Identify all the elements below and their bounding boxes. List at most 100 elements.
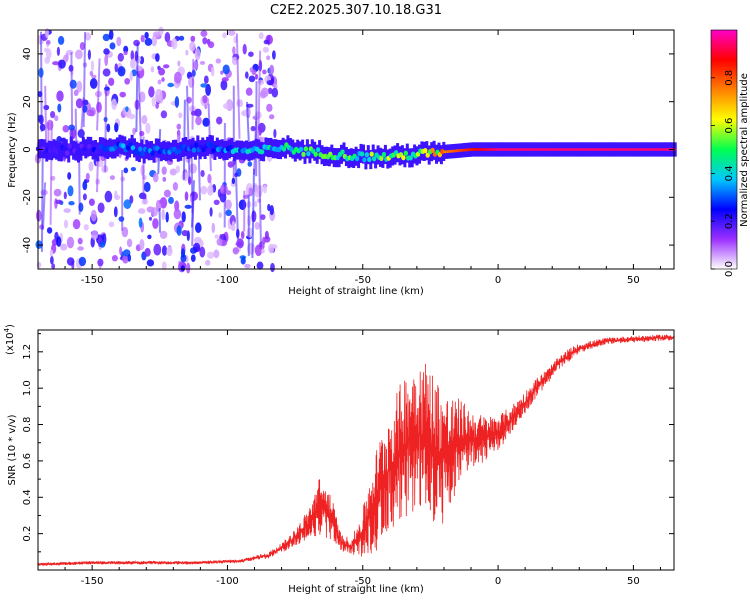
spectrogram-noise-blob [114,122,119,133]
spectrogram-noise-blob [44,47,49,53]
spectrogram-noise-blob [204,104,208,110]
spectrogram-noise-blob [195,222,202,233]
spectrogram-noise-blob [36,209,42,222]
spectrogram-noise-blob [248,187,254,197]
spectrogram-ridge-core [128,141,133,147]
spectrogram-ridge-core [403,150,408,156]
spectrogram-noise-blob [186,262,191,274]
snr-y-tick-label: 0.2 [22,526,33,542]
spectrogram-noise-blob [102,68,111,77]
spectrogram-ridge-core [362,157,367,163]
spectrogram-ridge-core [425,152,430,158]
spectrogram-noise-blob [130,58,136,69]
spectrogram-noise-blob [133,39,141,47]
spectrogram-noise-blob [224,199,232,210]
spectrogram-noise-blob [220,79,228,91]
spectrogram-noise-blob [231,220,236,231]
spectrogram-ridge-core [57,149,63,155]
spectrogram-ridge-core [135,150,141,156]
spectrogram-noise-blob [248,51,254,57]
spectrogram-y-tick-label: -40 [22,237,33,253]
spectrogram-noise-blob [45,27,49,39]
spectrogram-noise-blob [138,217,143,228]
spectrogram-noise-blob [242,43,247,55]
spectrogram-noise-blob [272,50,276,60]
spectrogram-noise-blob [211,222,216,234]
spectrogram-noise-blob [171,38,178,50]
spectrogram-noise-blob [231,56,238,66]
snr-frame [37,329,675,571]
spectrogram-noise-blob [216,238,223,246]
spectrogram-noise-blob [163,64,170,69]
spectrogram-ridge-core [208,142,214,148]
spectrogram-noise-blob [174,200,180,212]
spectrogram-noise-streak [191,59,195,130]
spectrogram-noise-blob [55,199,63,204]
spectrogram-noise-blob [88,161,94,172]
spectrogram-noise-blob [90,60,95,72]
spectrogram-noise-blob [146,259,155,267]
spectrogram-noise-blob [53,188,62,197]
spectrogram-noise-blob [178,35,185,41]
spectrogram-noise-blob [161,77,165,82]
spectrogram-noise-blob [138,91,146,103]
spectrogram-noise-blob [185,49,189,56]
spectrogram-noise-blob [193,242,201,252]
spectrogram-noise-blob [88,198,95,206]
spectrogram-noise-blob [103,48,110,55]
snr-y-tick-label: 0.6 [22,453,33,469]
spectrogram-noise-blob [109,42,116,50]
spectrogram-noise-blob [50,111,56,119]
spectrogram-noise-blob [138,208,144,214]
colorbar-tick-label: 0.0 [724,261,735,277]
spectrogram-noise-blob [123,51,128,56]
spectrogram-noise-blob [268,243,275,254]
spectrogram-noise-blob [205,259,211,266]
spectrogram-x-tick-label: 50 [627,275,640,286]
spectrogram-noise-blob [169,168,177,176]
spectrogram-noise-blob [44,56,50,64]
spectrogram-ridge-core [369,151,374,157]
spectrogram-ridge-core [125,145,131,151]
spectrogram-noise-blob [144,37,153,46]
spectrogram-noise-blob [202,117,210,127]
spectrogram-noise-blob [145,122,151,134]
spectrogram-noise-blob [108,221,115,228]
spectrogram-noise-blob [232,247,239,255]
spectrogram-noise-streak [246,101,251,149]
spectrogram-noise-blob [155,53,160,62]
spectrogram-noise-blob [132,127,136,135]
snr-y-multiplier-base: (x10 [5,332,16,355]
snr-y-tick-label: 0.4 [22,489,33,505]
snr-y-label: SNR (10 * v/v) [7,414,18,485]
spectrogram-noise-blob [77,237,83,245]
spectrogram-noise-blob [269,64,275,75]
spectrogram-noise-blob [210,66,215,77]
spectrogram-noise-blob [106,123,111,133]
spectrogram-noise-blob [46,227,53,234]
spectrogram-noise-blob [261,248,265,254]
colorbar-frame [710,29,738,270]
spectrogram-noise-blob [181,172,189,182]
spectrogram-noise-blob [213,199,220,205]
spectrogram-noise-blob [165,211,169,223]
spectrogram-noise-blob [215,58,221,64]
spectrogram-noise-blob [174,71,182,84]
spectrogram-noise-blob [264,230,269,240]
spectrogram-noise-blob [200,83,208,88]
spectrogram-noise-blob [109,175,115,180]
spectrogram-noise-streak [40,155,44,252]
spectrogram-noise-blob [89,78,98,89]
spectrogram-noise-blob [84,32,91,41]
spectrogram-noise-blob [144,31,149,39]
spectrogram-noise-blob [266,80,274,86]
spectrogram-x-tick-label: -100 [216,275,239,286]
spectrogram-ridge-core [303,146,309,152]
spectrogram-noise-blob [236,238,244,249]
spectrogram-ridge-core [259,149,265,155]
spectrogram-noise-blob [202,94,208,104]
snr-y-tick-label: 1.2 [22,344,33,360]
spectrogram-noise-blob [83,224,89,231]
spectrogram-ridge-core [379,155,384,161]
